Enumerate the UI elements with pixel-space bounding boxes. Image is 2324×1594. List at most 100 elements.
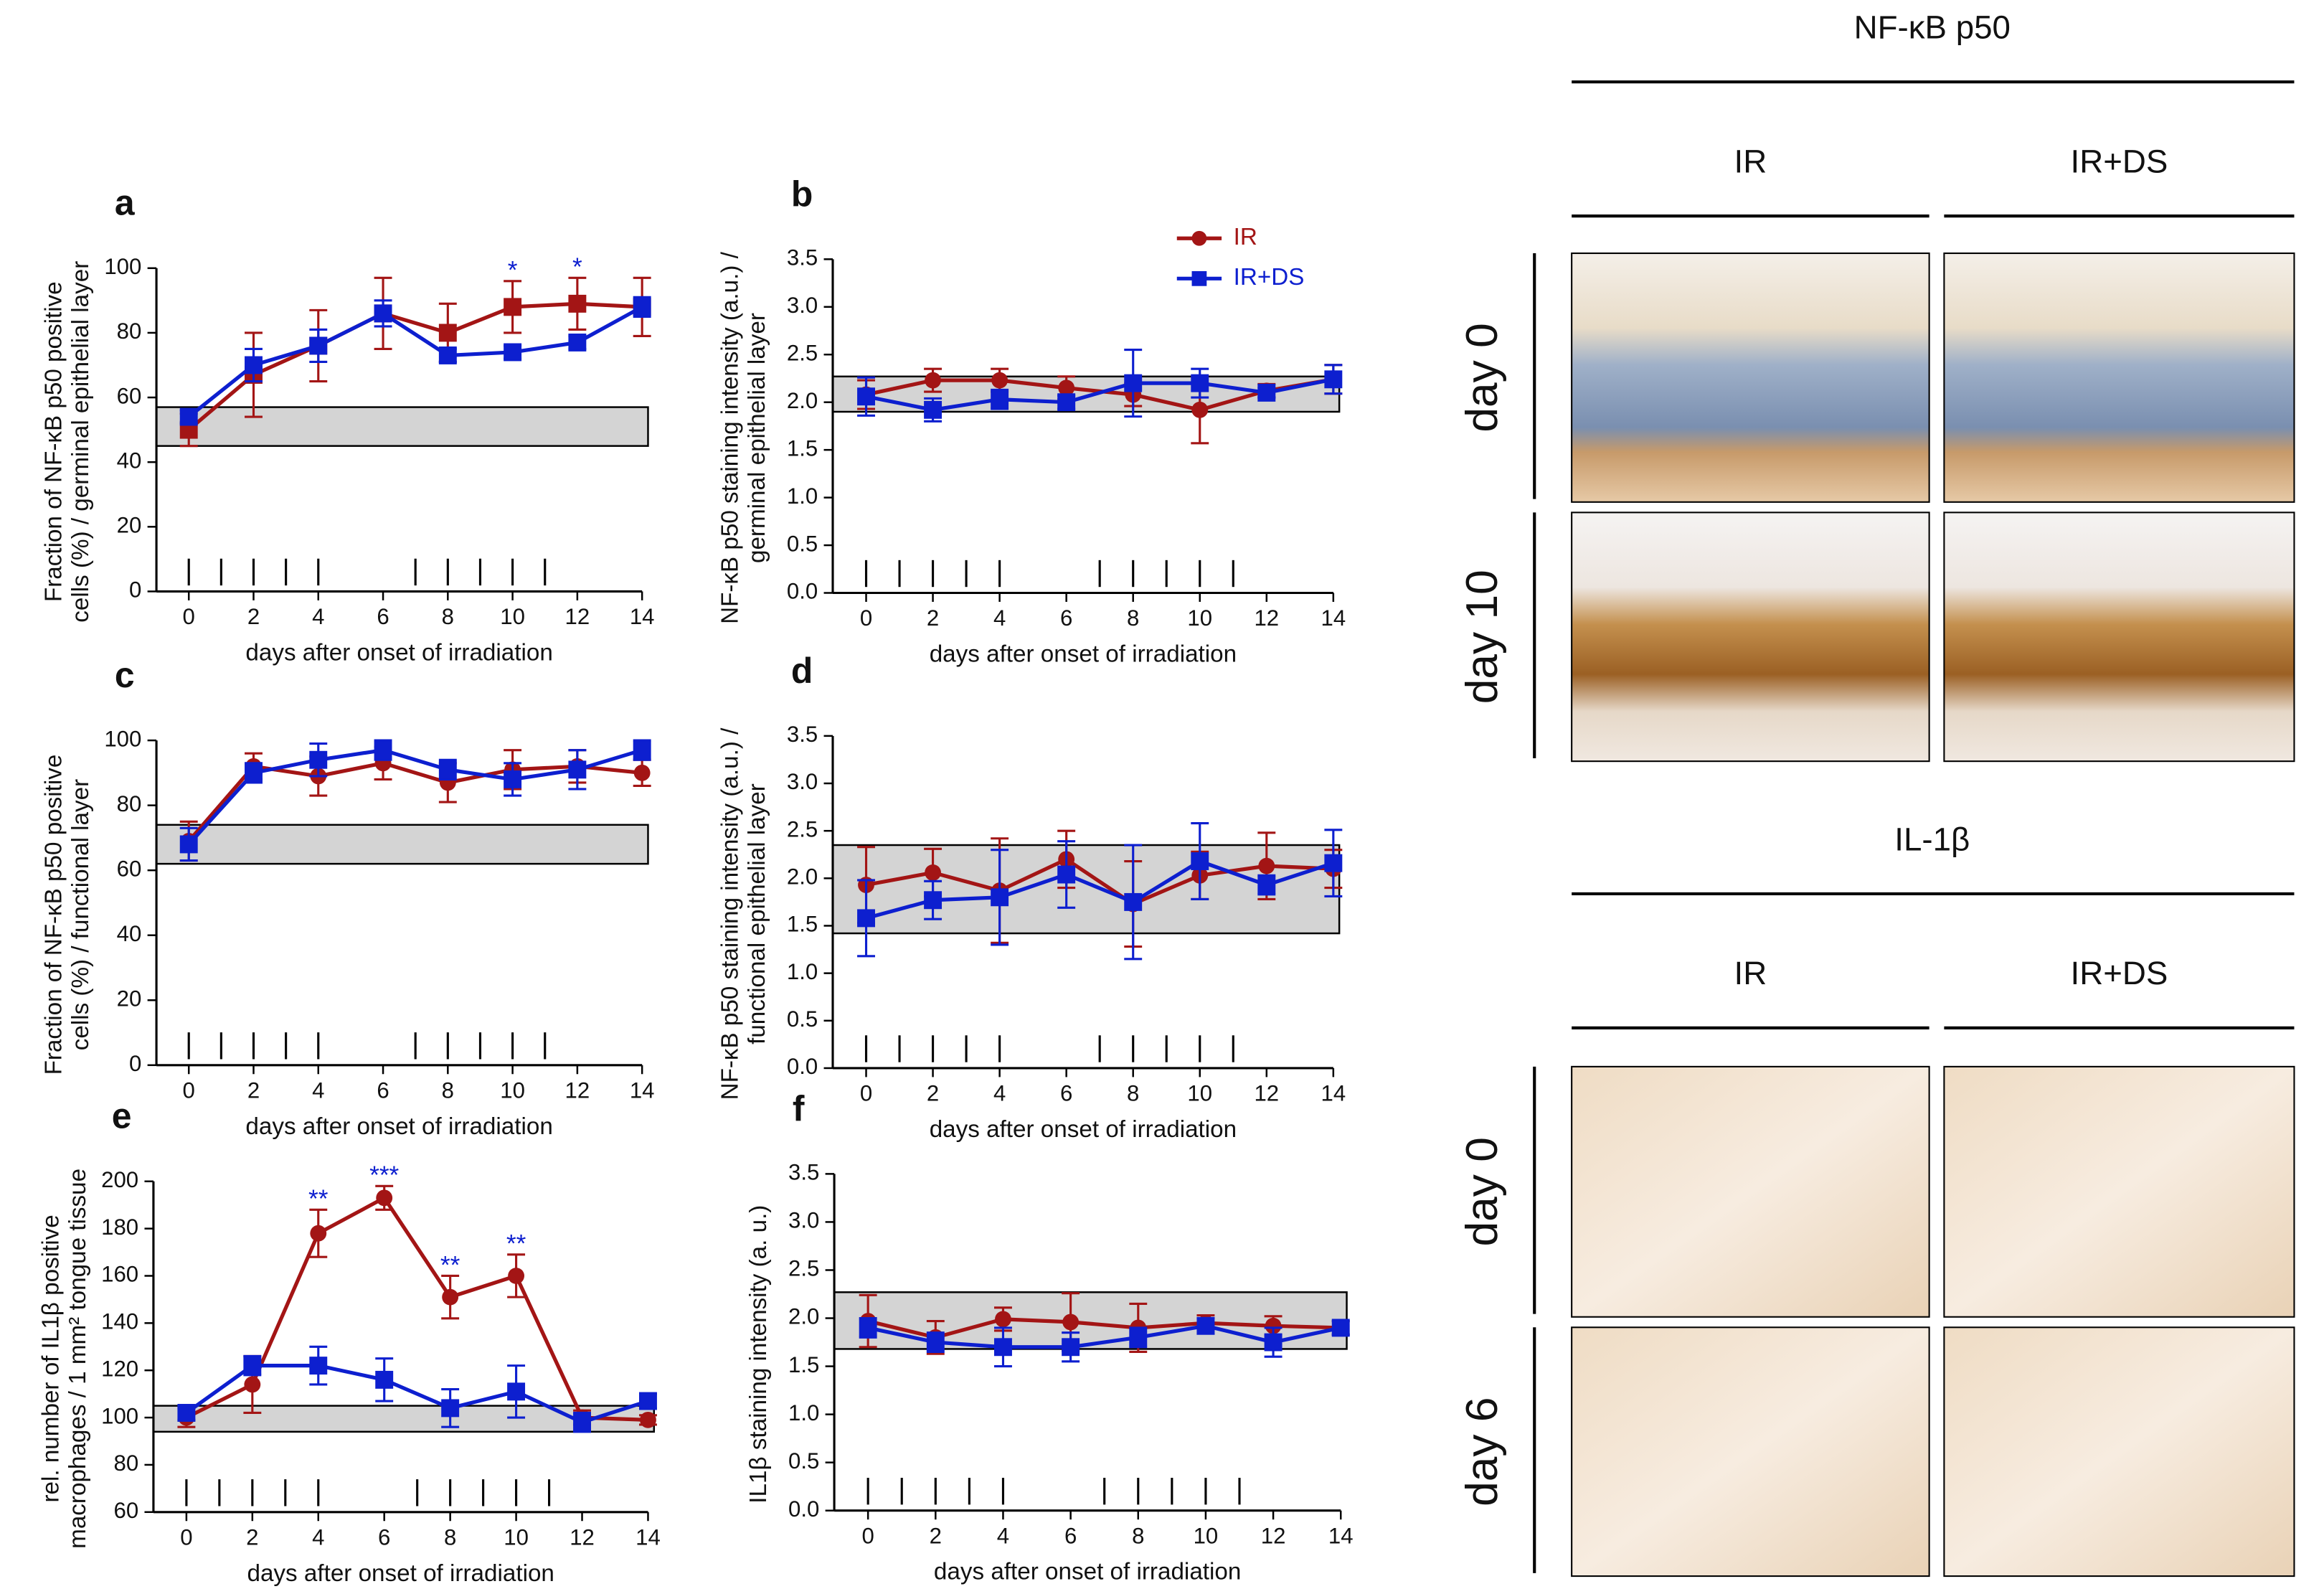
reference-band [155, 824, 649, 865]
x-axis-label: days after onset of irradiation [247, 1560, 554, 1587]
column-label: IR [1734, 955, 1767, 991]
y-axis-label: Fraction of NF-κB p50 positive [41, 755, 67, 1075]
y-tick-label: 2.0 [787, 864, 818, 890]
y-tick-label: 3.5 [787, 722, 818, 747]
y-tick-label: 100 [101, 1403, 138, 1428]
y-axis-label: NF-κB p50 staining intensity (a.u.) / [717, 251, 744, 624]
row-label: day 0 [1458, 323, 1507, 432]
y-tick-label: 80 [117, 319, 142, 344]
series-line [867, 1324, 1341, 1349]
y-tick-label: 0 [129, 577, 141, 603]
marker [925, 372, 941, 389]
marker [991, 888, 1009, 907]
row-label: day 6 [1458, 1397, 1507, 1506]
micrograph [1571, 252, 1930, 503]
y-tick-label: 0.0 [787, 1054, 818, 1079]
legend-label: IR [1234, 224, 1257, 250]
marker [375, 1370, 394, 1389]
marker [1258, 857, 1275, 874]
x-tick-label: 12 [565, 1077, 590, 1103]
marker [504, 770, 522, 788]
y-tick-label: 100 [104, 726, 141, 751]
marker [438, 324, 457, 342]
marker [1058, 379, 1075, 397]
x-tick-label: 8 [442, 1077, 454, 1103]
y-tick-label: 2.5 [787, 816, 818, 841]
marker [1062, 1314, 1080, 1331]
section-title: IL-1β [1894, 821, 1970, 857]
y-axis-label: functional epithelial layer [744, 783, 770, 1044]
marker [1124, 374, 1143, 392]
marker [991, 372, 1009, 389]
x-tick-label: 6 [1064, 1523, 1077, 1548]
y-axis-label: cells (%) / germinal epithelial layer [67, 261, 94, 623]
y-tick-label: 3.0 [788, 1208, 819, 1233]
x-tick-label: 12 [570, 1524, 595, 1550]
marker [309, 750, 328, 769]
y-tick-label: 60 [114, 1498, 139, 1523]
panel-letter: b [791, 174, 813, 214]
x-tick-label: 12 [1261, 1523, 1286, 1548]
column-label: IR [1734, 143, 1767, 179]
x-tick-label: 14 [630, 604, 655, 629]
marker [1265, 1317, 1282, 1334]
marker [633, 764, 651, 781]
x-tick-label: 14 [1321, 605, 1346, 631]
marker [504, 298, 522, 316]
series-line [185, 1195, 648, 1422]
y-axis-label: germinal epithelial layer [744, 313, 770, 563]
micrograph [1571, 511, 1930, 763]
x-tick-label: 2 [927, 1081, 939, 1106]
y-tick-label: 1.0 [787, 959, 818, 984]
y-tick-label: 0.0 [787, 579, 818, 604]
marker [1196, 1316, 1215, 1335]
marker [1324, 370, 1343, 389]
y-tick-label: 0.5 [788, 1448, 819, 1473]
y-tick-label: 140 [101, 1309, 138, 1334]
x-tick-label: 12 [565, 604, 590, 629]
x-axis-label: days after onset of irradiation [930, 641, 1237, 668]
marker [1062, 1338, 1080, 1357]
x-tick-label: 6 [378, 1524, 390, 1550]
marker [441, 1399, 460, 1418]
marker [309, 336, 328, 355]
x-tick-label: 6 [1060, 605, 1072, 631]
x-tick-label: 8 [1127, 1081, 1139, 1106]
x-tick-label: 10 [504, 1524, 529, 1550]
marker [508, 1268, 525, 1284]
marker [568, 294, 587, 313]
marker [1129, 1328, 1148, 1347]
y-tick-label: 1.0 [788, 1400, 819, 1425]
significance: ** [308, 1185, 329, 1213]
marker [438, 760, 457, 779]
x-tick-label: 8 [444, 1524, 456, 1550]
marker [309, 1357, 328, 1375]
y-tick-label: 80 [117, 791, 142, 816]
y-tick-label: 60 [117, 383, 142, 408]
y-tick-label: 3.5 [788, 1160, 819, 1185]
series-line [185, 1364, 649, 1425]
x-tick-label: 6 [377, 1077, 389, 1103]
marker [568, 333, 587, 352]
marker [859, 1319, 877, 1337]
y-tick-label: 3.5 [787, 245, 818, 270]
marker [1057, 393, 1076, 412]
x-tick-label: 14 [1321, 1081, 1346, 1106]
y-axis-label: cells (%) / functional layer [67, 779, 94, 1050]
y-tick-label: 1.5 [788, 1352, 819, 1377]
y-tick-label: 80 [114, 1451, 139, 1476]
x-tick-label: 2 [247, 1077, 260, 1103]
y-tick-label: 180 [101, 1215, 138, 1240]
marker [1257, 876, 1276, 895]
y-axis-label: IL1β staining intensity (a. u.) [745, 1205, 772, 1504]
marker [438, 346, 457, 364]
marker [640, 1411, 656, 1428]
marker [1264, 1333, 1283, 1352]
marker [926, 1333, 945, 1352]
y-axis-label: NF-κB p50 staining intensity (a.u.) / [717, 727, 744, 1100]
significance: * [572, 253, 582, 281]
series-line [187, 301, 643, 432]
x-tick-label: 2 [930, 1523, 942, 1548]
series-line [866, 857, 1333, 906]
